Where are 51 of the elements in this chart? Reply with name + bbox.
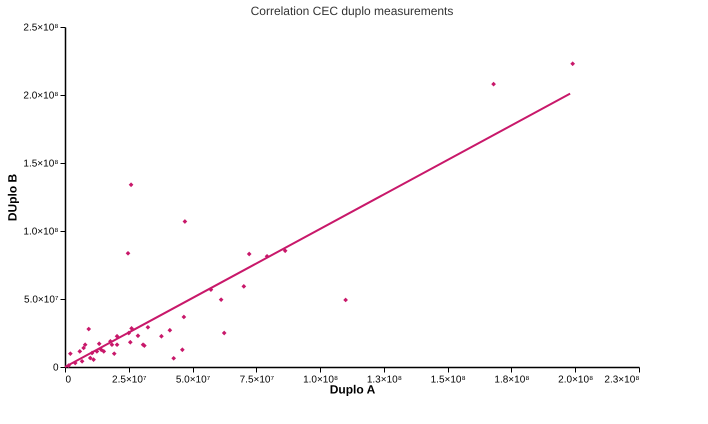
point [222, 330, 227, 336]
point [82, 342, 88, 348]
chart-title: Correlation CEC duplo measurements [250, 4, 454, 18]
point [171, 356, 176, 361]
y-tick-label: 2.5×10⁸ [23, 22, 58, 34]
x-tick-label: 2.3×10⁸ [604, 374, 640, 386]
point [68, 351, 73, 356]
x-axis-title: Duplo A [330, 382, 376, 396]
point [159, 334, 164, 339]
point [91, 357, 96, 362]
x-tick-label: 7.5×10⁷ [240, 374, 274, 386]
point [126, 250, 130, 256]
point [110, 342, 114, 348]
x-tick-label: 1.3×10⁸ [366, 374, 402, 386]
point [112, 351, 117, 356]
point [168, 328, 172, 333]
point [241, 284, 246, 289]
point [282, 248, 288, 254]
x-tick-label: 5.0×10⁷ [176, 374, 211, 386]
point [128, 182, 134, 188]
point [182, 219, 188, 224]
point [491, 82, 496, 86]
x-tick-label: 2.5×10⁷ [112, 374, 147, 386]
point [96, 341, 102, 346]
y-tick-label: 2.0×10⁸ [23, 90, 58, 102]
point [88, 356, 93, 360]
y-tick-label: 1.5×10⁸ [23, 158, 58, 170]
x-tick-label: 1.5×10⁸ [430, 374, 466, 386]
x-tick-label: 0 [66, 374, 72, 386]
x-tick-label: 1.0×10⁸ [303, 374, 338, 386]
y-tick-label: 5.0×10⁷ [24, 294, 59, 306]
point [101, 349, 106, 354]
point [218, 297, 224, 302]
point [246, 252, 252, 256]
point [86, 326, 92, 332]
point [128, 340, 133, 345]
y-tick-label: 1.0×10⁸ [23, 226, 58, 238]
point [182, 314, 186, 320]
y-axis-title: DUplo B [5, 174, 20, 222]
point [343, 298, 348, 302]
point [80, 358, 84, 364]
point [180, 347, 185, 352]
point [77, 349, 82, 354]
point [81, 346, 86, 350]
point [146, 324, 150, 330]
point [136, 333, 140, 338]
y-tick-label: 0 [52, 362, 59, 374]
x-tick-label: 1.8×10⁸ [494, 374, 530, 386]
point [570, 61, 576, 66]
x-tick-label: 2.0×10⁸ [558, 374, 594, 386]
point [114, 342, 120, 348]
